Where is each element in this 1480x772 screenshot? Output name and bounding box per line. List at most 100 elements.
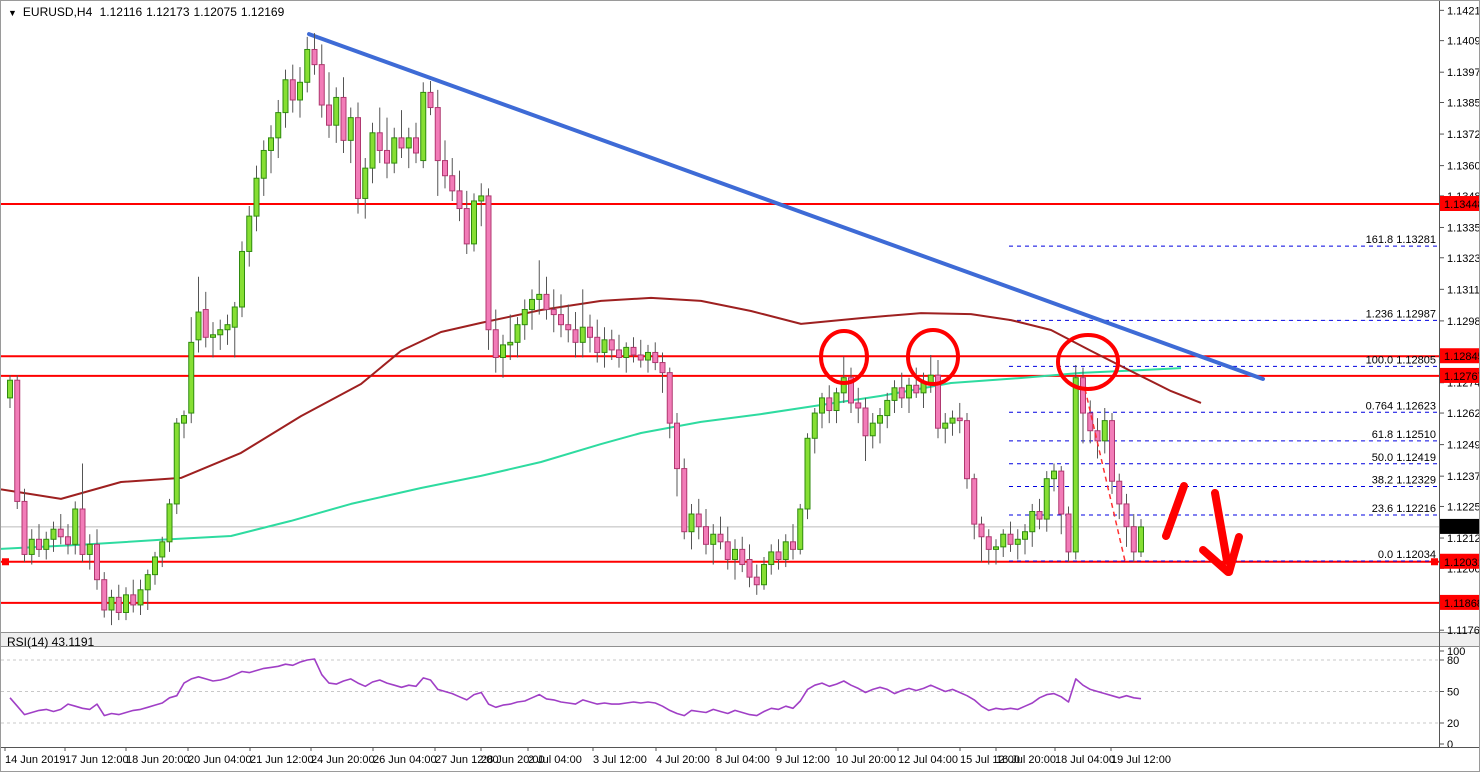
arrow-stroke (1162, 482, 1188, 540)
fib-level-label: 100.0 1.12805 (1366, 354, 1436, 366)
date-tick-label: 24 Jun 20:00 (311, 754, 375, 766)
bear-candle-body (746, 558, 753, 578)
bull-candle-body (891, 387, 898, 401)
bear-candle-body (355, 117, 361, 199)
bull-candle-body (362, 167, 369, 199)
arrow-stroke (1199, 546, 1232, 576)
bear-candle-body (1058, 470, 1065, 515)
price-tick-label: 1.13725 (1447, 129, 1480, 141)
bull-candle-body (152, 556, 158, 576)
bear-candle-body (666, 372, 673, 424)
bull-candle-body (1101, 420, 1108, 442)
bear-candle-body (318, 64, 325, 106)
price-axis[interactable]: 1.14215 1.14095 1.13970 1.13850 1.13725 1.136… (1439, 1, 1480, 751)
price-tick-label: 1.13235 (1447, 253, 1480, 265)
bear-candle-body (616, 349, 622, 359)
fib-level-label: 0.0 1.12034 (1378, 549, 1436, 561)
bull-candle-body (173, 422, 180, 505)
bear-candle-body (21, 500, 28, 555)
date-tick-label: 19 Jul 12:00 (1111, 754, 1171, 766)
bull-candle-body (333, 96, 340, 126)
price-tick-label: 1.13355 (1447, 222, 1480, 234)
price-tag-label: 1.13448 (1444, 199, 1480, 211)
bear-candle-body (935, 374, 941, 429)
rsi-tick-label: 50 (1447, 687, 1459, 699)
bull-candle-body (536, 293, 543, 300)
bear-candle-body (413, 137, 419, 154)
bull-candle-body (710, 533, 717, 545)
price-tick-label: 1.12370 (1447, 471, 1480, 483)
bull-candle-body (623, 346, 630, 359)
bear-candle-body (913, 384, 920, 394)
date-tick-label: 8 Jul 04:00 (716, 754, 770, 766)
bear-candle-body (449, 175, 456, 192)
bear-candle-body (36, 538, 42, 550)
bull-candle-body (811, 412, 818, 439)
bear-candle-body (637, 354, 644, 361)
rsi-line (9, 658, 1142, 717)
bear-candle-body (956, 417, 963, 422)
bull-candle-body (804, 437, 811, 510)
bear-candle-body (695, 513, 702, 528)
bear-candle-body (572, 329, 579, 343)
symbol-dropdown-icon[interactable]: ▼ (8, 8, 17, 18)
bull-candle-body (239, 250, 245, 308)
date-tick-label: 12 Jul 04:00 (898, 754, 958, 766)
price-tag-label: 1.12169 (1444, 522, 1480, 534)
date-tick-label: 21 Jun 12:00 (250, 754, 314, 766)
date-tick-label: 9 Jul 12:00 (776, 754, 830, 766)
bull-candle-body (7, 379, 13, 399)
bear-candle-body (630, 346, 637, 356)
bull-candle-body (1051, 470, 1057, 480)
bull-candle-body (391, 137, 398, 164)
date-tick-label: 15 Jul 12:00 (960, 754, 1020, 766)
pane-splitter[interactable] (1, 632, 1480, 646)
bull-candle-body (253, 177, 260, 217)
descending-trendline[interactable] (307, 32, 1265, 381)
bull-candle-body (993, 546, 999, 550)
price-tick-label: 1.13600 (1447, 161, 1480, 173)
bull-candle-body (833, 392, 840, 412)
bear-candle-body (1087, 412, 1094, 432)
bull-candle-body (601, 339, 608, 353)
bull-candle-body (942, 422, 949, 429)
date-tick-label: 27 Jun 12:00 (435, 754, 499, 766)
bull-candle-body (732, 548, 738, 560)
bull-candle-body (210, 334, 216, 338)
bull-candle-body (782, 541, 789, 560)
bull-candle-body (521, 309, 528, 326)
bull-candle-body (761, 564, 767, 586)
bull-candle-body (1022, 531, 1028, 540)
rsi-tick-label: 0 (1447, 739, 1453, 751)
date-tick-label: 2 Jul 04:00 (528, 754, 582, 766)
bull-candle-body (1000, 533, 1007, 548)
line-drag-handle[interactable] (2, 558, 9, 566)
bull-candle-body (819, 397, 825, 414)
price-tick-label: 1.12620 (1447, 408, 1480, 420)
bull-candle-body (529, 298, 535, 311)
date-tick-label: 17 Jun 12:00 (65, 754, 129, 766)
bull-candle-body (304, 48, 311, 83)
price-tag-label: 1.12845 (1444, 351, 1480, 363)
bear-candle-body (434, 107, 441, 162)
price-tag (1440, 348, 1479, 364)
bear-candle-body (1116, 480, 1123, 505)
bear-candle-body (964, 420, 970, 480)
bull-candle-body (86, 543, 93, 555)
bull-candle-body (688, 513, 695, 533)
line-drag-handle[interactable] (1431, 558, 1438, 566)
fibonacci-retracement[interactable]: 161.8 1.13281 1.236 1.12987 100.0 1.12805 0… (1009, 234, 1439, 562)
bear-candle-body (594, 336, 601, 353)
date-tick-label: 26 Jun 04:00 (373, 754, 437, 766)
close-value: 1.12169 (240, 5, 285, 19)
bull-candle-body (471, 200, 477, 245)
bull-candle-body (797, 508, 804, 550)
price-tick-label: 1.12495 (1447, 440, 1480, 452)
price-tick-label: 1.14095 (1447, 36, 1480, 48)
bull-candle-body (877, 415, 883, 424)
price-tick-label: 1.12250 (1447, 501, 1480, 513)
price-tag (1440, 553, 1479, 569)
bull-candle-body (949, 417, 956, 424)
